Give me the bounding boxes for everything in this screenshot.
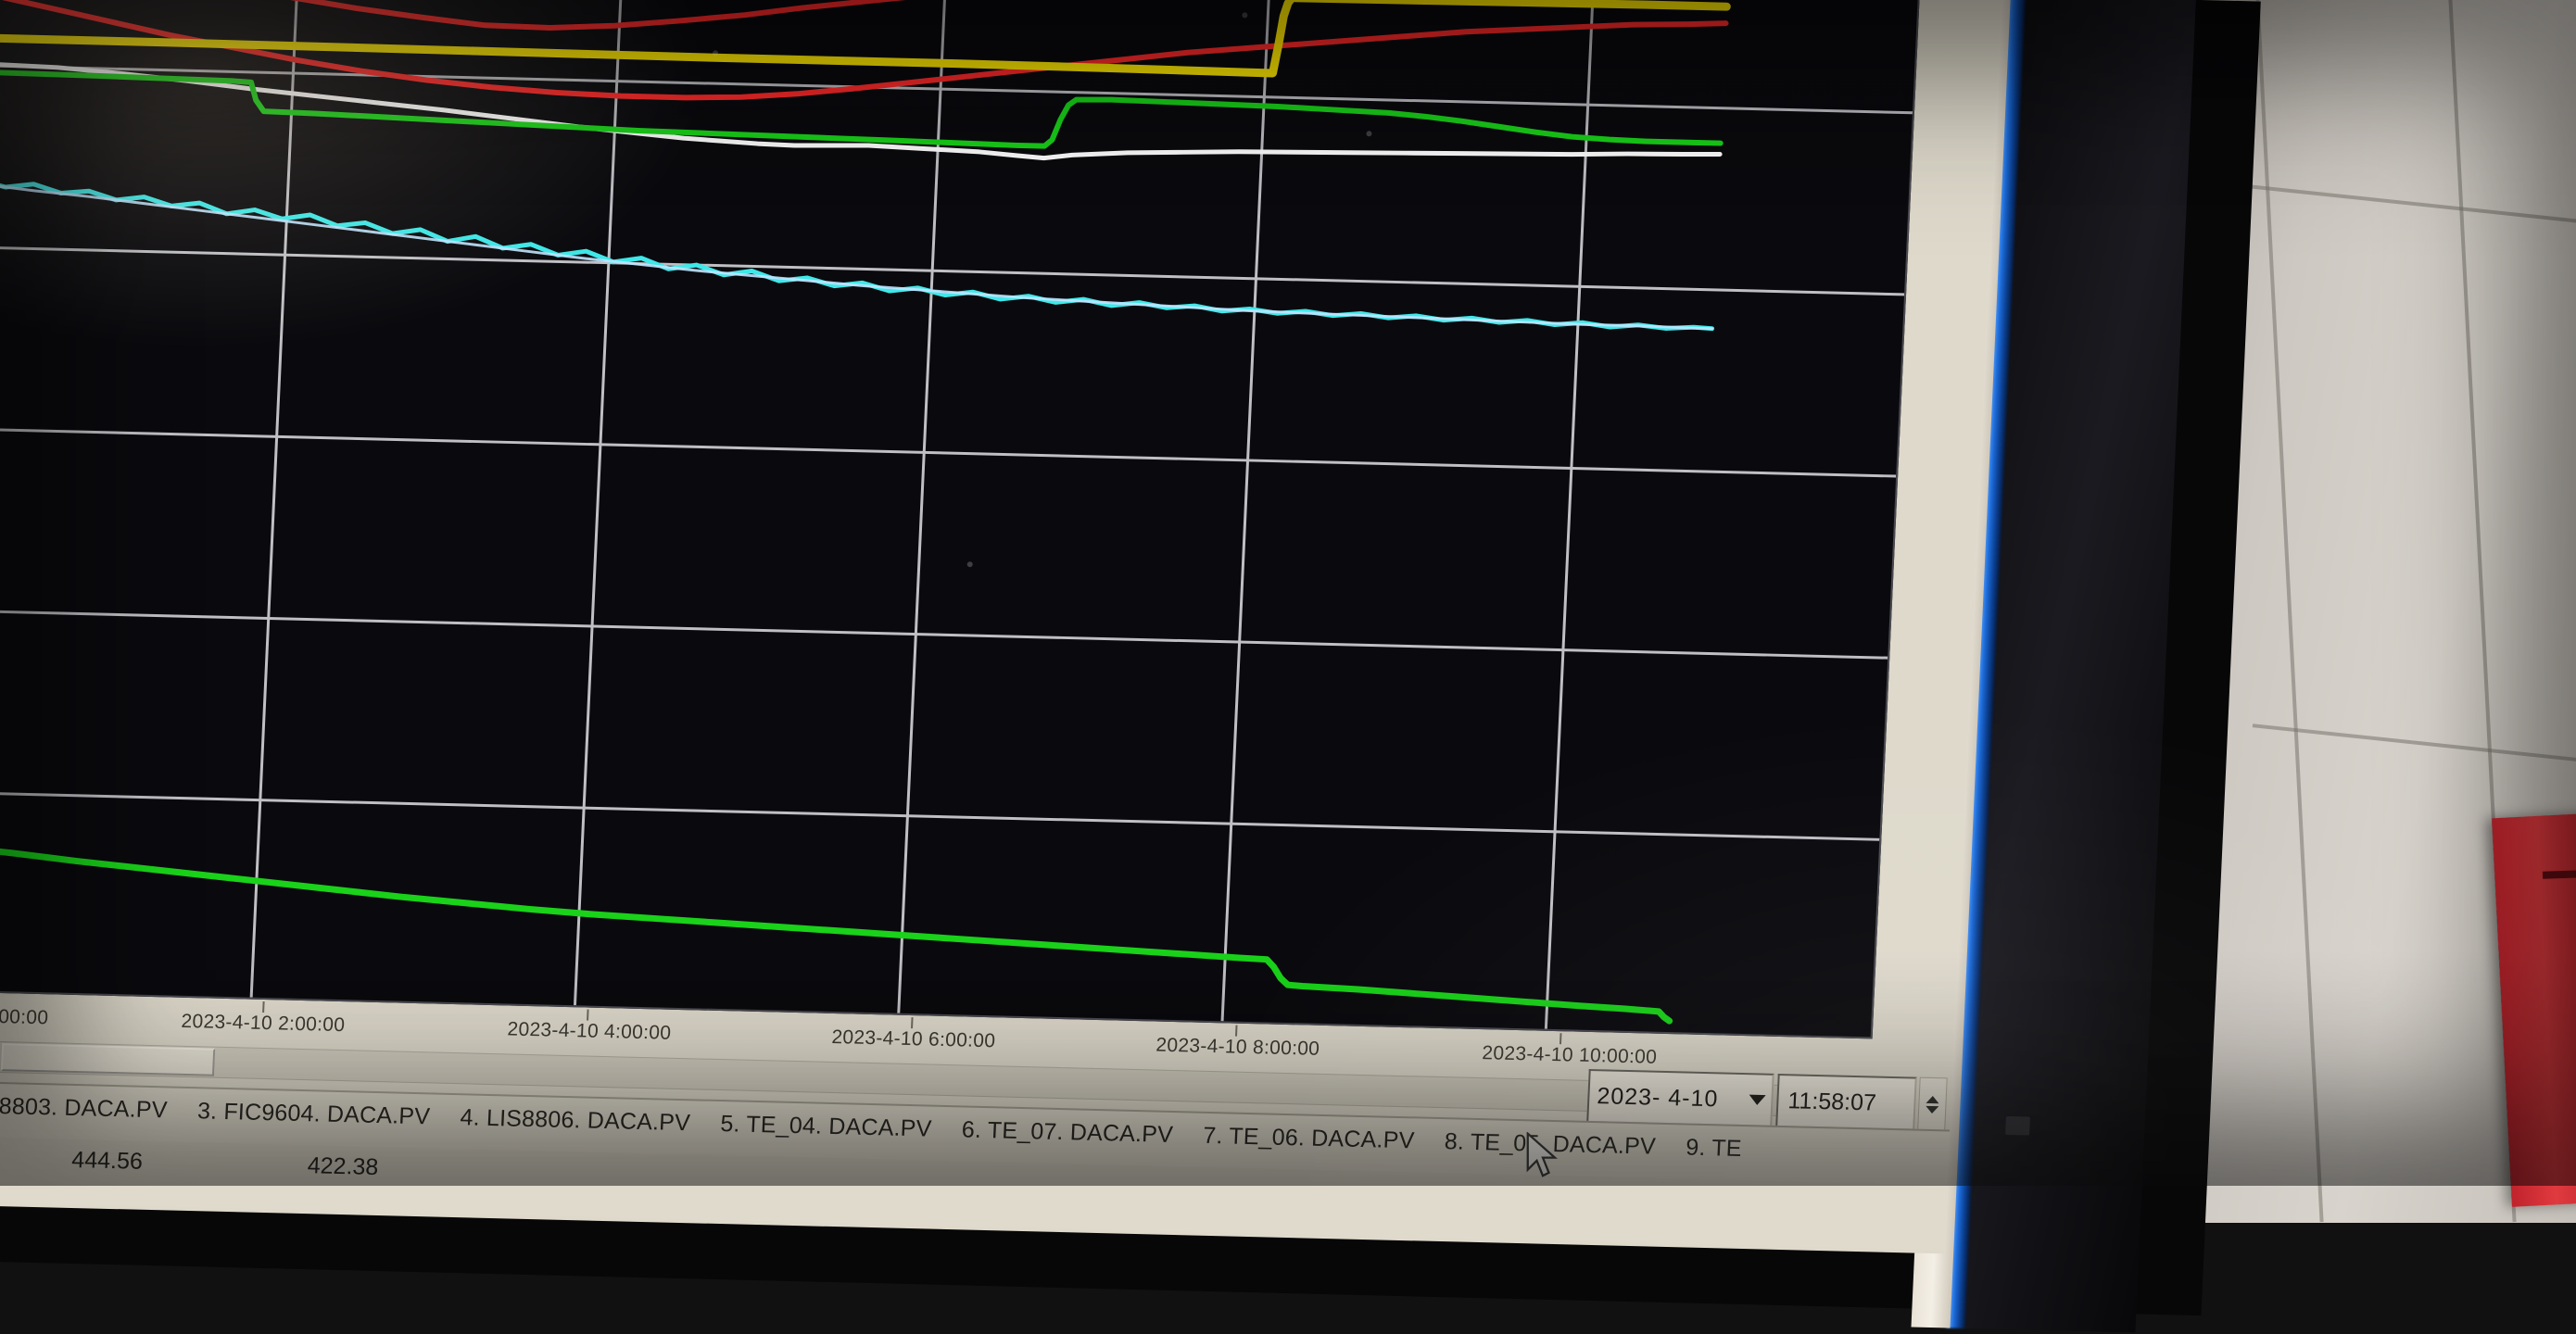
legend-item[interactable]: 2. LI8803. DACA.PV: [0, 1083, 169, 1125]
x-axis-tick-label: 2023-4-10 4:00:00: [507, 1018, 672, 1044]
horizontal-scrollbar-thumb[interactable]: [1, 1043, 215, 1076]
stepper-up-icon[interactable]: [1926, 1095, 1939, 1102]
trend-plot-area[interactable]: [0, 0, 1923, 1038]
series-line-8: [0, 183, 1717, 328]
series-value: 444.56: [0, 1138, 224, 1177]
x-axis-tick-label: 2023-4-10 10:00:00: [1482, 1042, 1658, 1069]
legend-item[interactable]: 9. TE: [1686, 1126, 1743, 1163]
x-axis-tick-label: 2023-4-10 6:00:00: [831, 1026, 996, 1052]
legend-item[interactable]: 5. TE_04. DACA.PV: [720, 1101, 933, 1143]
x-axis-tick: [262, 1001, 265, 1013]
time-field[interactable]: 11:58:07: [1775, 1074, 1917, 1131]
series-value: 422.38: [226, 1143, 460, 1183]
monitor: 20.0 10.0 0.0 -6.0: [0, 0, 2261, 1315]
legend-item[interactable]: 4. LIS8806. DACA.PV: [460, 1095, 691, 1137]
time-stepper[interactable]: [1917, 1077, 1948, 1132]
chevron-down-icon[interactable]: [1749, 1095, 1765, 1105]
x-axis-tick-label: 2023-4-10 00:00:00: [0, 1003, 49, 1030]
stepper-down-icon[interactable]: [1926, 1105, 1938, 1113]
x-axis-tick-label: 2023-4-10 8:00:00: [1155, 1035, 1320, 1061]
trend-application-window: 20.0 10.0 0.0 -6.0: [0, 0, 2004, 1253]
x-axis-tick: [587, 1010, 589, 1021]
x-axis-tick-label: 2023-4-10 2:00:00: [181, 1011, 346, 1037]
legend-item[interactable]: 3. FIC9604. DACA.PV: [196, 1089, 431, 1130]
time-field-value: 11:58:07: [1787, 1088, 1877, 1116]
date-picker-combo[interactable]: 2023- 4-10: [1586, 1069, 1774, 1127]
x-axis-tick: [911, 1017, 914, 1028]
red-cabinet-slot: [2543, 870, 2576, 879]
legend-item[interactable]: 6. TE_07. DACA.PV: [961, 1107, 1174, 1149]
date-picker-value: 2023- 4-10: [1597, 1083, 1719, 1113]
legend-item[interactable]: 7. TE_06. DACA.PV: [1203, 1114, 1416, 1155]
monitor-indicator-led: [2005, 1116, 2030, 1136]
x-axis-tick: [1235, 1026, 1238, 1037]
mouse-cursor: [1524, 1132, 1561, 1180]
trend-plot-svg: [0, 0, 1921, 1037]
x-axis-tick: [1559, 1033, 1562, 1044]
